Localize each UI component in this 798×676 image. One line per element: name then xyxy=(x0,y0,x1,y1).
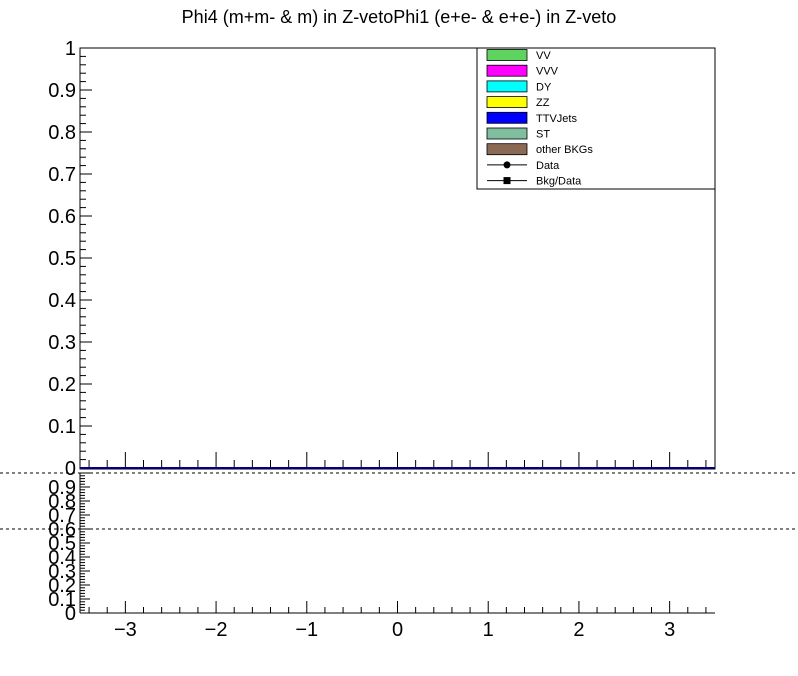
y-tick-label: 0.4 xyxy=(48,290,76,312)
ratio-y-tick-label: 0.8 xyxy=(48,491,76,513)
legend-swatch xyxy=(486,127,528,140)
legend-label: TTVJets xyxy=(536,113,577,125)
legend-label: ZZ xyxy=(536,97,550,109)
legend-swatch xyxy=(486,80,528,93)
legend-label: VVV xyxy=(536,66,559,78)
legend-entry: other BKGs xyxy=(486,143,593,156)
x-tick-label: 0 xyxy=(392,619,403,641)
legend-entry: ZZ xyxy=(486,96,550,109)
legend-entry: DY xyxy=(486,80,552,93)
x-tick-label: 2 xyxy=(573,619,584,641)
legend-label: Data xyxy=(536,160,560,172)
x-tick-label: 1 xyxy=(483,619,494,641)
legend-entry: VV xyxy=(486,49,551,62)
ratio-y-tick-label: 0.6 xyxy=(48,519,76,541)
legend-entry: TTVJets xyxy=(486,111,577,125)
legend-swatch xyxy=(486,111,528,124)
legend-swatch xyxy=(486,49,528,61)
legend-swatch xyxy=(486,96,528,108)
legend-label: VV xyxy=(536,50,551,62)
ratio-x-axis: −3 −2 −1 0 1 2 3 xyxy=(88,601,707,641)
y-tick-label: 0.3 xyxy=(48,332,76,354)
x-tick-label: −1 xyxy=(295,619,318,641)
y-tick-label: 1 xyxy=(65,38,76,60)
y-tick-label: 0.9 xyxy=(48,80,76,102)
legend-marker-square xyxy=(503,177,511,185)
ratio-y-tick-label: 0.1 xyxy=(48,589,76,611)
ratio-y-tick-label: 0.4 xyxy=(48,547,76,569)
main-y-axis: 0 0.1 0.2 0.3 0.4 0.5 0.6 0.7 0.8 0.9 1 xyxy=(48,38,92,480)
x-tick-label: −3 xyxy=(114,619,137,641)
y-tick-label: 0.8 xyxy=(48,122,76,144)
main-x-ticks xyxy=(88,452,707,468)
legend-label: Bkg/Data xyxy=(536,176,582,188)
legend-entry: VVV xyxy=(486,64,559,78)
ratio-y-tick-label: 0.3 xyxy=(48,561,76,583)
ratio-y-tick-label: 0.9 xyxy=(48,477,76,499)
x-tick-label: 3 xyxy=(664,619,675,641)
legend-entry: Data xyxy=(487,160,560,172)
legend-swatch xyxy=(486,64,528,77)
chart-title: Phi4 (m+m- & m) in Z-vetoPhi1 (e+e- & e+… xyxy=(182,7,617,27)
ratio-y-tick-label: 0.2 xyxy=(48,575,76,597)
ratio-y-tick-label: 0.5 xyxy=(48,533,76,555)
y-tick-label: 0.5 xyxy=(48,248,76,270)
y-tick-label: 0.2 xyxy=(48,374,76,396)
y-tick-label: 0 xyxy=(65,458,76,480)
y-tick-label: 0.7 xyxy=(48,164,76,186)
legend-marker-circle xyxy=(503,161,511,169)
ratio-y-tick-label: 0 xyxy=(65,603,76,625)
legend-entry: ST xyxy=(486,127,550,141)
legend-entry: Bkg/Data xyxy=(487,176,582,188)
legend-label: DY xyxy=(536,81,552,93)
legend-swatch xyxy=(486,143,528,156)
y-tick-label: 0.6 xyxy=(48,206,76,228)
legend-label: ST xyxy=(536,129,550,141)
ratio-y-axis: 00.10.20.30.40.50.60.70.80.9 xyxy=(48,472,90,625)
x-tick-label: −2 xyxy=(205,619,228,641)
legend-label: other BKGs xyxy=(536,144,593,156)
y-tick-label: 0.1 xyxy=(48,416,76,438)
ratio-y-tick-label: 0.7 xyxy=(48,505,76,527)
